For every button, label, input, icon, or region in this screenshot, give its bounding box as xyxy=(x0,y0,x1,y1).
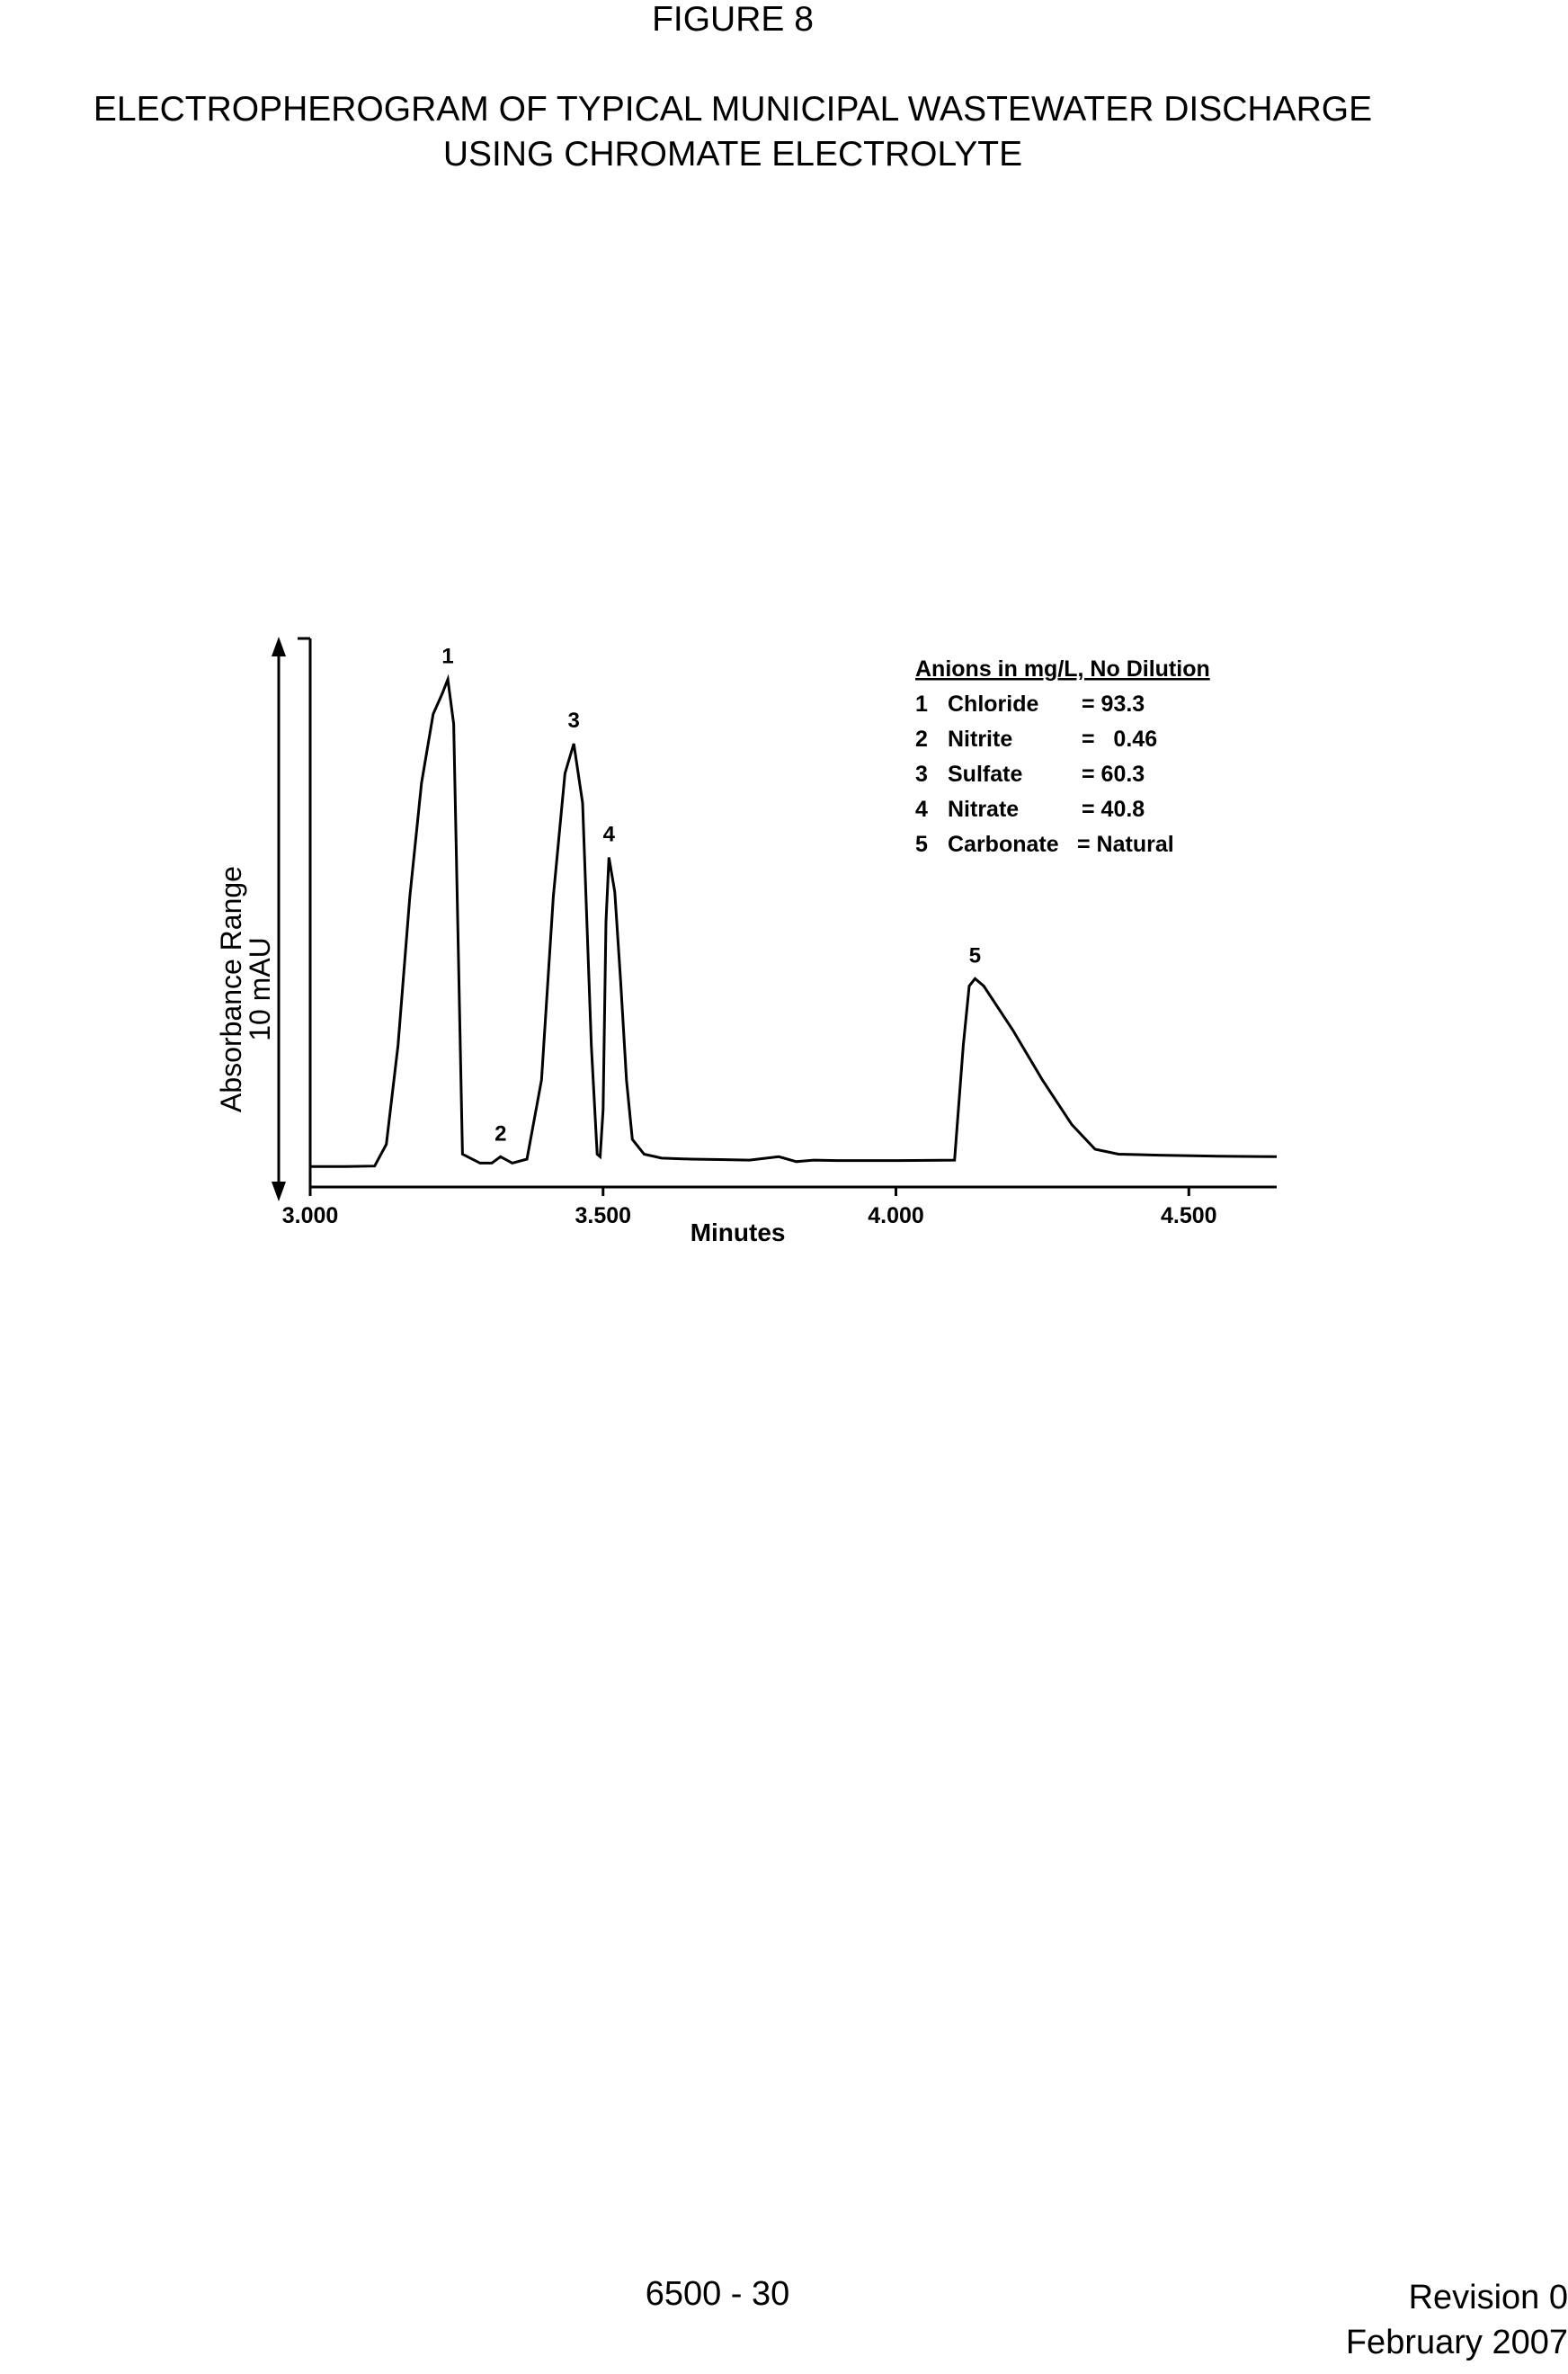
page-number: 6500 - 30 xyxy=(645,2275,790,2313)
peak-label: 5 xyxy=(969,943,981,968)
annotation-row-value: = 60.3 xyxy=(1082,762,1145,787)
range-arrow-head-top xyxy=(272,637,286,656)
x-tick-labels: 3.000 3.500 4.000 4.500 xyxy=(282,1187,1217,1228)
range-arrow-head-bottom xyxy=(272,1182,286,1201)
annotation-row-number: 4 xyxy=(915,797,928,822)
chart-axes xyxy=(272,637,1277,1201)
y-axis-label: Absorbance Range 10 mAU xyxy=(215,866,276,1112)
annotation-row-number: 3 xyxy=(915,762,928,787)
figure-label: FIGURE 8 xyxy=(652,0,814,39)
annotation-row-number: 5 xyxy=(915,832,928,857)
revision-label: Revision 0 xyxy=(1408,2279,1568,2316)
annotation-row-value: = Natural xyxy=(1077,832,1174,857)
peak-label: 3 xyxy=(568,709,580,733)
annotation-row-name: Sulfate xyxy=(948,762,1022,787)
y-axis-label-line-1: Absorbance Range xyxy=(215,866,247,1112)
x-tick-label: 4.000 xyxy=(868,1203,924,1228)
x-tick-label: 3.500 xyxy=(575,1203,631,1228)
annotation-heading: Anions in mg/L, No Dilution xyxy=(915,656,1210,682)
annotation-row-name: Nitrate xyxy=(948,797,1019,822)
annotation-row-value: = 40.8 xyxy=(1082,797,1145,822)
annotation-row-value: = 0.46 xyxy=(1082,727,1157,752)
annotation-row-name: Nitrite xyxy=(948,727,1012,752)
figure-title-line-2: USING CHROMATE ELECTROLYTE xyxy=(442,135,1023,174)
peak-labels: 1 2 3 4 5 xyxy=(441,645,981,1147)
x-tick-label: 3.000 xyxy=(282,1203,339,1228)
peak-label: 2 xyxy=(494,1121,506,1146)
x-tick-label: 4.500 xyxy=(1161,1203,1217,1228)
x-axis-label: Minutes xyxy=(690,1218,786,1246)
y-axis-label-line-2: 10 mAU xyxy=(244,937,276,1041)
annotation-row-number: 2 xyxy=(915,727,928,752)
annotation-row-number: 1 xyxy=(915,692,928,717)
annotation-row-value: = 93.3 xyxy=(1082,692,1145,717)
electropherogram-chart: 1 2 3 4 5 3.000 3.500 4.000 4.500 Minutes Absor… xyxy=(215,637,1278,1246)
anions-annotation-box: Anions in mg/L, No Dilution 1 Chloride = 93… xyxy=(915,656,1210,857)
figure-title-line-1: ELECTROPHEROGRAM OF TYPICAL MUNICIPAL WA… xyxy=(93,90,1373,129)
revision-block: Revision 0 February 2007 xyxy=(1208,2275,1568,2365)
annotation-row-name: Chloride xyxy=(948,692,1038,717)
revision-date: February 2007 xyxy=(1345,2324,1568,2361)
peak-label: 4 xyxy=(603,823,616,847)
peak-label: 1 xyxy=(441,645,453,669)
electropherogram-trace xyxy=(310,674,1278,1168)
annotation-row-name: Carbonate xyxy=(948,832,1059,857)
